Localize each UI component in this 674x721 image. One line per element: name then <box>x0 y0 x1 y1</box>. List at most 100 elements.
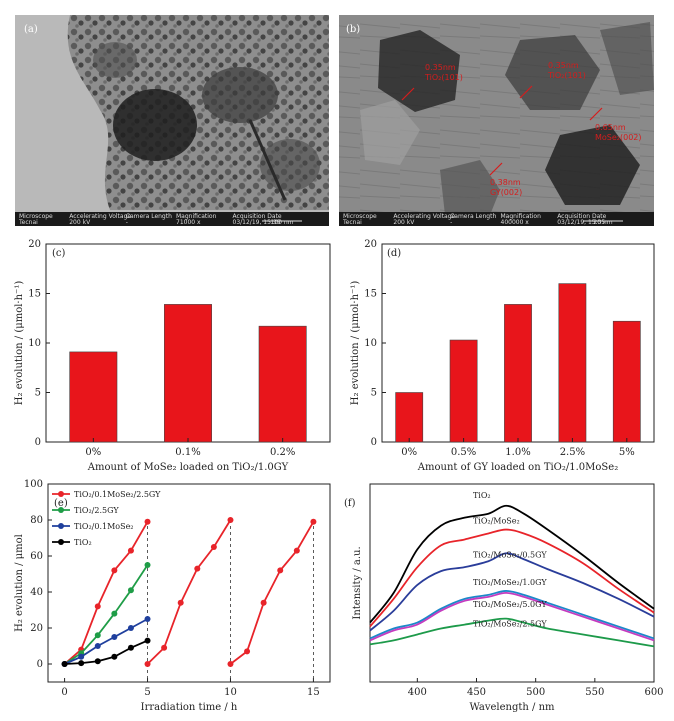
y-tick-label: 15 <box>364 289 377 300</box>
x-tick-label: 400 <box>408 687 427 698</box>
legend-marker <box>58 507 64 513</box>
panel-e-label: (e) <box>54 498 68 509</box>
tem-bar-value: Tecnai <box>18 219 38 226</box>
bar <box>449 339 478 443</box>
data-point <box>111 653 118 660</box>
data-point <box>127 625 134 631</box>
lattice-annotation-spacing: 0.35nm <box>548 61 579 70</box>
y-tick-label: 5 <box>371 388 377 399</box>
data-point <box>111 634 118 640</box>
tem-bar-header: Accelerating Voltage <box>69 213 131 220</box>
x-axis-label: Amount of MoSe₂ loaded on TiO₂/1.0GY <box>87 462 289 473</box>
y-tick-label: 100 <box>24 479 43 490</box>
data-point <box>94 603 101 610</box>
plot-frame <box>369 483 655 683</box>
data-point <box>260 599 267 606</box>
y-axis-label: H₂ evolution / (μmol·h⁻¹) <box>350 281 361 406</box>
scale-bar-label: 100 nm <box>270 219 293 226</box>
x-tick-label: 0.5% <box>451 447 476 458</box>
tem-bar-value: 400000 x <box>501 219 530 226</box>
y-axis-label: H₂ evolution / μmol <box>14 534 25 632</box>
curve-label: TiO₂/MoSe₂/1.0GY <box>473 578 547 587</box>
tem-bar-value: 200 kV <box>69 219 91 226</box>
legend-entry: TiO₂/2.5GY <box>74 506 119 515</box>
plot-frame <box>47 483 331 683</box>
spectrum-line <box>369 591 655 642</box>
lattice-pointer <box>401 87 415 101</box>
curve-label: TiO₂/MoSe₂ <box>473 517 520 526</box>
y-tick-label: 0 <box>371 437 377 448</box>
data-point <box>144 518 151 525</box>
series-line <box>146 519 232 665</box>
panel-d-label: (d) <box>387 248 401 259</box>
x-axis-label: Wavelength / nm <box>469 702 555 713</box>
y-tick-label: 20 <box>28 239 41 250</box>
curve-label: TiO₂/MoSe₂/2.5GY <box>473 620 547 629</box>
y-tick-label: 5 <box>35 388 41 399</box>
panel-f-line-chart: 400 450 500 550 600 TiO₂ TiO₂/MoSe₂ TiO₂/MoSe₂/… <box>344 483 664 713</box>
curve-label: TiO₂/MoSe₂/0.5GY <box>473 550 547 559</box>
y-tick-label: 0 <box>37 659 43 670</box>
bar <box>395 392 424 443</box>
x-tick-label: 550 <box>585 687 604 698</box>
data-point <box>227 661 234 667</box>
data-point <box>227 517 234 523</box>
tem-bar-header: Camera Length <box>450 213 496 220</box>
curve-label: TiO₂ <box>473 491 491 500</box>
tem-bar-value: - <box>126 219 128 226</box>
data-point <box>310 518 317 525</box>
y-tick-label: 60 <box>30 551 43 562</box>
lattice-annotation-plane: TiO₂(101) <box>424 73 463 82</box>
legend-entry: TiO₂/0.1MoSe₂ <box>74 522 134 531</box>
x-tick-label: 500 <box>526 687 545 698</box>
tem-bar-value: 200 kV <box>393 219 415 226</box>
lattice-pointer <box>589 107 603 121</box>
spectrum-line <box>369 590 655 640</box>
panel-a-label: (a) <box>24 24 38 35</box>
x-tick-label: 10 <box>224 687 237 698</box>
data-point <box>111 567 118 574</box>
legend-entry: TiO₂ <box>74 538 92 547</box>
bar <box>164 304 212 443</box>
data-point <box>127 644 134 651</box>
tem-bar-header: Accelerating Voltage <box>393 213 455 220</box>
tem-bar-value: - <box>450 219 452 226</box>
x-tick-label: 450 <box>467 687 486 698</box>
x-tick-label: 5% <box>619 447 635 458</box>
data-point <box>244 648 251 655</box>
panel-c-bar-chart: 0 5 10 15 20 0% 0.1% 0.2% Amount of MoSe₂ loaded… <box>14 239 331 473</box>
panel-d-bar-chart: 0 5 10 15 20 0% 0.5% 1.0% 2.5% 5%Amount of GY loa… <box>350 239 655 473</box>
data-point <box>277 567 284 574</box>
series-line <box>229 521 315 665</box>
spectrum-line <box>369 552 655 632</box>
data-point <box>194 565 201 572</box>
data-point <box>94 643 101 649</box>
lattice-annotation-spacing: 0.35nm <box>425 63 456 72</box>
legend-entry: TiO₂/0.1MoSe₂/2.5GY <box>74 490 161 499</box>
lattice-annotation-spacing: 0.65nm <box>595 123 626 132</box>
x-tick-label: 0% <box>85 447 101 458</box>
data-point <box>94 632 101 639</box>
bar <box>558 283 587 443</box>
x-tick-label: 5 <box>144 687 150 698</box>
data-point <box>78 653 85 660</box>
data-point <box>144 562 151 568</box>
tem-bar-header: Microscope <box>343 213 377 220</box>
x-tick-label: 0.1% <box>175 447 200 458</box>
tem-bar-header: Acquisition Date <box>557 213 606 220</box>
data-point <box>161 644 168 651</box>
series-line <box>63 521 149 665</box>
y-tick-label: 80 <box>30 515 43 526</box>
tem-bar-value: 03/12/19, 15:35 <box>233 219 281 226</box>
tem-bar-header: Microscope <box>19 213 53 220</box>
spectrum-line <box>369 617 655 648</box>
bar <box>258 325 307 443</box>
spectrum-line <box>369 528 655 628</box>
panel-e-line-chart: 0 20 40 60 80 100 0 5 10 15 TiO₂/0.1MoSe₂/2.5GY TiO… <box>14 479 331 713</box>
x-axis-label: Amount of GY loaded on TiO₂/1.0MoSe₂ <box>417 462 618 473</box>
tem-bar-header: Magnification <box>501 213 542 220</box>
data-point <box>127 547 134 554</box>
lattice-pointer <box>519 85 533 99</box>
